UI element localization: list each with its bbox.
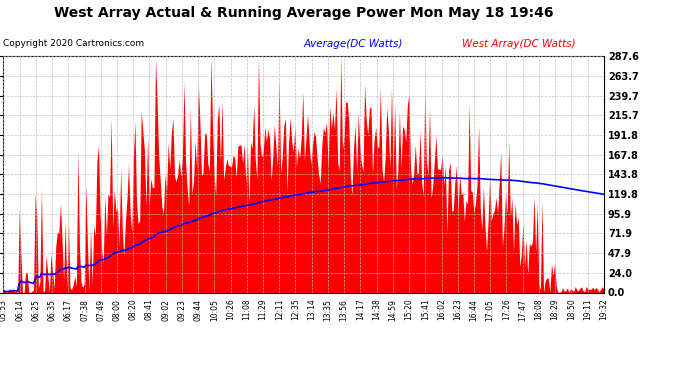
Text: West Array Actual & Running Average Power Mon May 18 19:46: West Array Actual & Running Average Powe… bbox=[54, 6, 553, 20]
Text: West Array(DC Watts): West Array(DC Watts) bbox=[462, 39, 576, 50]
Text: Copyright 2020 Cartronics.com: Copyright 2020 Cartronics.com bbox=[3, 39, 145, 48]
Text: Average(DC Watts): Average(DC Watts) bbox=[304, 39, 403, 50]
